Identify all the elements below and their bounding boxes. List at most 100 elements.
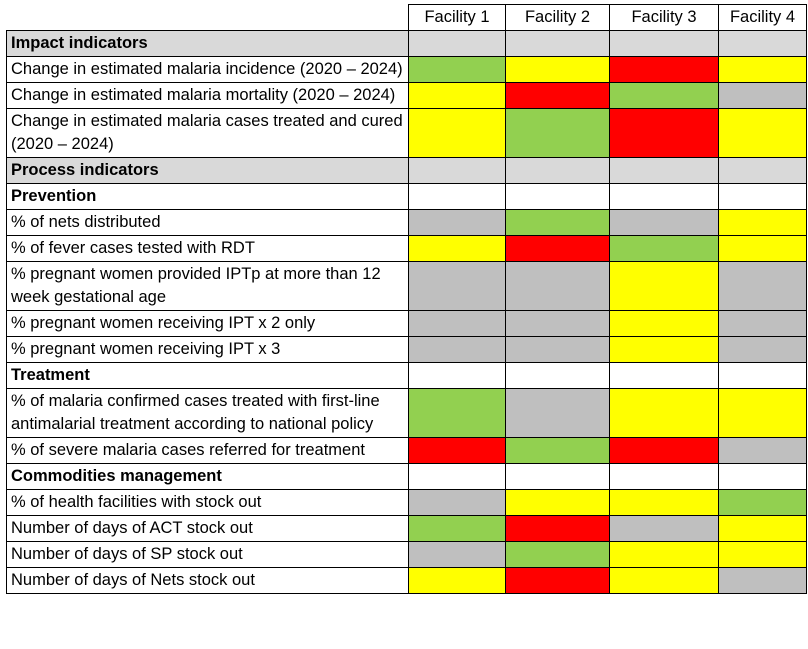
status-cell-yellow — [718, 388, 807, 438]
status-cell-green — [718, 489, 807, 516]
section-filler-cell — [609, 157, 719, 184]
table-row: % pregnant women receiving IPT x 2 only — [6, 310, 807, 337]
table-row: Number of days of ACT stock out — [6, 515, 807, 542]
status-cell-grey — [718, 261, 807, 311]
indicator-label: % of severe malaria cases referred for t… — [6, 437, 409, 464]
status-cell-grey — [718, 310, 807, 337]
indicator-label: Change in estimated malaria cases treate… — [6, 108, 409, 158]
empty-cell — [609, 362, 719, 389]
status-cell-yellow — [609, 541, 719, 568]
status-cell-green — [609, 235, 719, 262]
column-header-facility-1: Facility 1 — [408, 4, 506, 31]
section-filler-cell — [609, 30, 719, 57]
section-filler-cell — [718, 30, 807, 57]
status-cell-red — [408, 437, 506, 464]
status-cell-green — [505, 209, 610, 236]
status-cell-grey — [408, 336, 506, 363]
table-row: Number of days of SP stock out — [6, 541, 807, 568]
status-cell-yellow — [718, 515, 807, 542]
status-cell-yellow — [609, 310, 719, 337]
table-row: % pregnant women receiving IPT x 3 — [6, 336, 807, 363]
status-cell-yellow — [609, 388, 719, 438]
indicator-table: Facility 1 Facility 2 Facility 3 Facilit… — [6, 4, 807, 594]
status-cell-yellow — [718, 209, 807, 236]
status-cell-grey — [718, 437, 807, 464]
status-cell-yellow — [408, 82, 506, 109]
status-cell-red — [609, 108, 719, 158]
status-cell-yellow — [718, 235, 807, 262]
section-filler-cell — [408, 30, 506, 57]
status-cell-green — [408, 56, 506, 83]
indicator-label: Change in estimated malaria mortality (2… — [6, 82, 409, 109]
section-label: Process indicators — [6, 157, 409, 184]
status-cell-yellow — [408, 108, 506, 158]
subsection-label: Commodities management — [6, 463, 409, 490]
indicator-label: % pregnant women receiving IPT x 2 only — [6, 310, 409, 337]
indicator-label: Number of days of ACT stock out — [6, 515, 409, 542]
indicator-label: % pregnant women receiving IPT x 3 — [6, 336, 409, 363]
status-cell-red — [609, 437, 719, 464]
status-cell-green — [609, 82, 719, 109]
table-row: % of health facilities with stock out — [6, 489, 807, 516]
header-row: Facility 1 Facility 2 Facility 3 Facilit… — [6, 4, 807, 31]
status-cell-yellow — [505, 56, 610, 83]
status-cell-yellow — [609, 489, 719, 516]
column-header-facility-4: Facility 4 — [718, 4, 807, 31]
status-cell-yellow — [505, 489, 610, 516]
table-row: Change in estimated malaria cases treate… — [6, 108, 807, 158]
status-cell-grey — [718, 82, 807, 109]
subsection-label: Prevention — [6, 183, 409, 210]
status-cell-grey — [505, 261, 610, 311]
status-cell-red — [505, 567, 610, 594]
status-cell-yellow — [609, 261, 719, 311]
status-cell-grey — [408, 261, 506, 311]
status-cell-red — [505, 235, 610, 262]
status-cell-yellow — [609, 567, 719, 594]
empty-cell — [718, 463, 807, 490]
indicator-label: % of nets distributed — [6, 209, 409, 236]
section-label: Impact indicators — [6, 30, 409, 57]
section-header-row: Impact indicators — [6, 30, 807, 57]
status-cell-yellow — [609, 336, 719, 363]
status-cell-green — [408, 515, 506, 542]
table-row: Change in estimated malaria mortality (2… — [6, 82, 807, 109]
column-header-facility-3: Facility 3 — [609, 4, 719, 31]
status-cell-red — [505, 515, 610, 542]
header-corner — [6, 4, 409, 31]
status-cell-grey — [505, 310, 610, 337]
empty-cell — [505, 362, 610, 389]
status-cell-yellow — [408, 235, 506, 262]
indicator-label: % of health facilities with stock out — [6, 489, 409, 516]
empty-cell — [408, 362, 506, 389]
empty-cell — [408, 183, 506, 210]
subsection-label: Treatment — [6, 362, 409, 389]
empty-cell — [505, 463, 610, 490]
status-cell-green — [505, 108, 610, 158]
status-cell-yellow — [718, 56, 807, 83]
table-row: Number of days of Nets stock out — [6, 567, 807, 594]
status-cell-grey — [408, 310, 506, 337]
status-cell-green — [505, 541, 610, 568]
subsection-header-row: Prevention — [6, 183, 807, 210]
indicator-label: Change in estimated malaria incidence (2… — [6, 56, 409, 83]
status-cell-grey — [718, 336, 807, 363]
status-cell-red — [609, 56, 719, 83]
status-cell-yellow — [408, 567, 506, 594]
indicator-label: % pregnant women provided IPTp at more t… — [6, 261, 409, 311]
empty-cell — [718, 183, 807, 210]
section-header-row: Process indicators — [6, 157, 807, 184]
status-cell-green — [505, 437, 610, 464]
indicator-label: % of malaria confirmed cases treated wit… — [6, 388, 409, 438]
status-cell-grey — [408, 541, 506, 568]
status-cell-grey — [609, 209, 719, 236]
empty-cell — [408, 463, 506, 490]
subsection-header-row: Commodities management — [6, 463, 807, 490]
status-cell-yellow — [718, 541, 807, 568]
empty-cell — [609, 183, 719, 210]
section-filler-cell — [408, 157, 506, 184]
column-header-facility-2: Facility 2 — [505, 4, 610, 31]
table-row: Change in estimated malaria incidence (2… — [6, 56, 807, 83]
status-cell-grey — [408, 489, 506, 516]
status-cell-grey — [718, 567, 807, 594]
section-filler-cell — [718, 157, 807, 184]
